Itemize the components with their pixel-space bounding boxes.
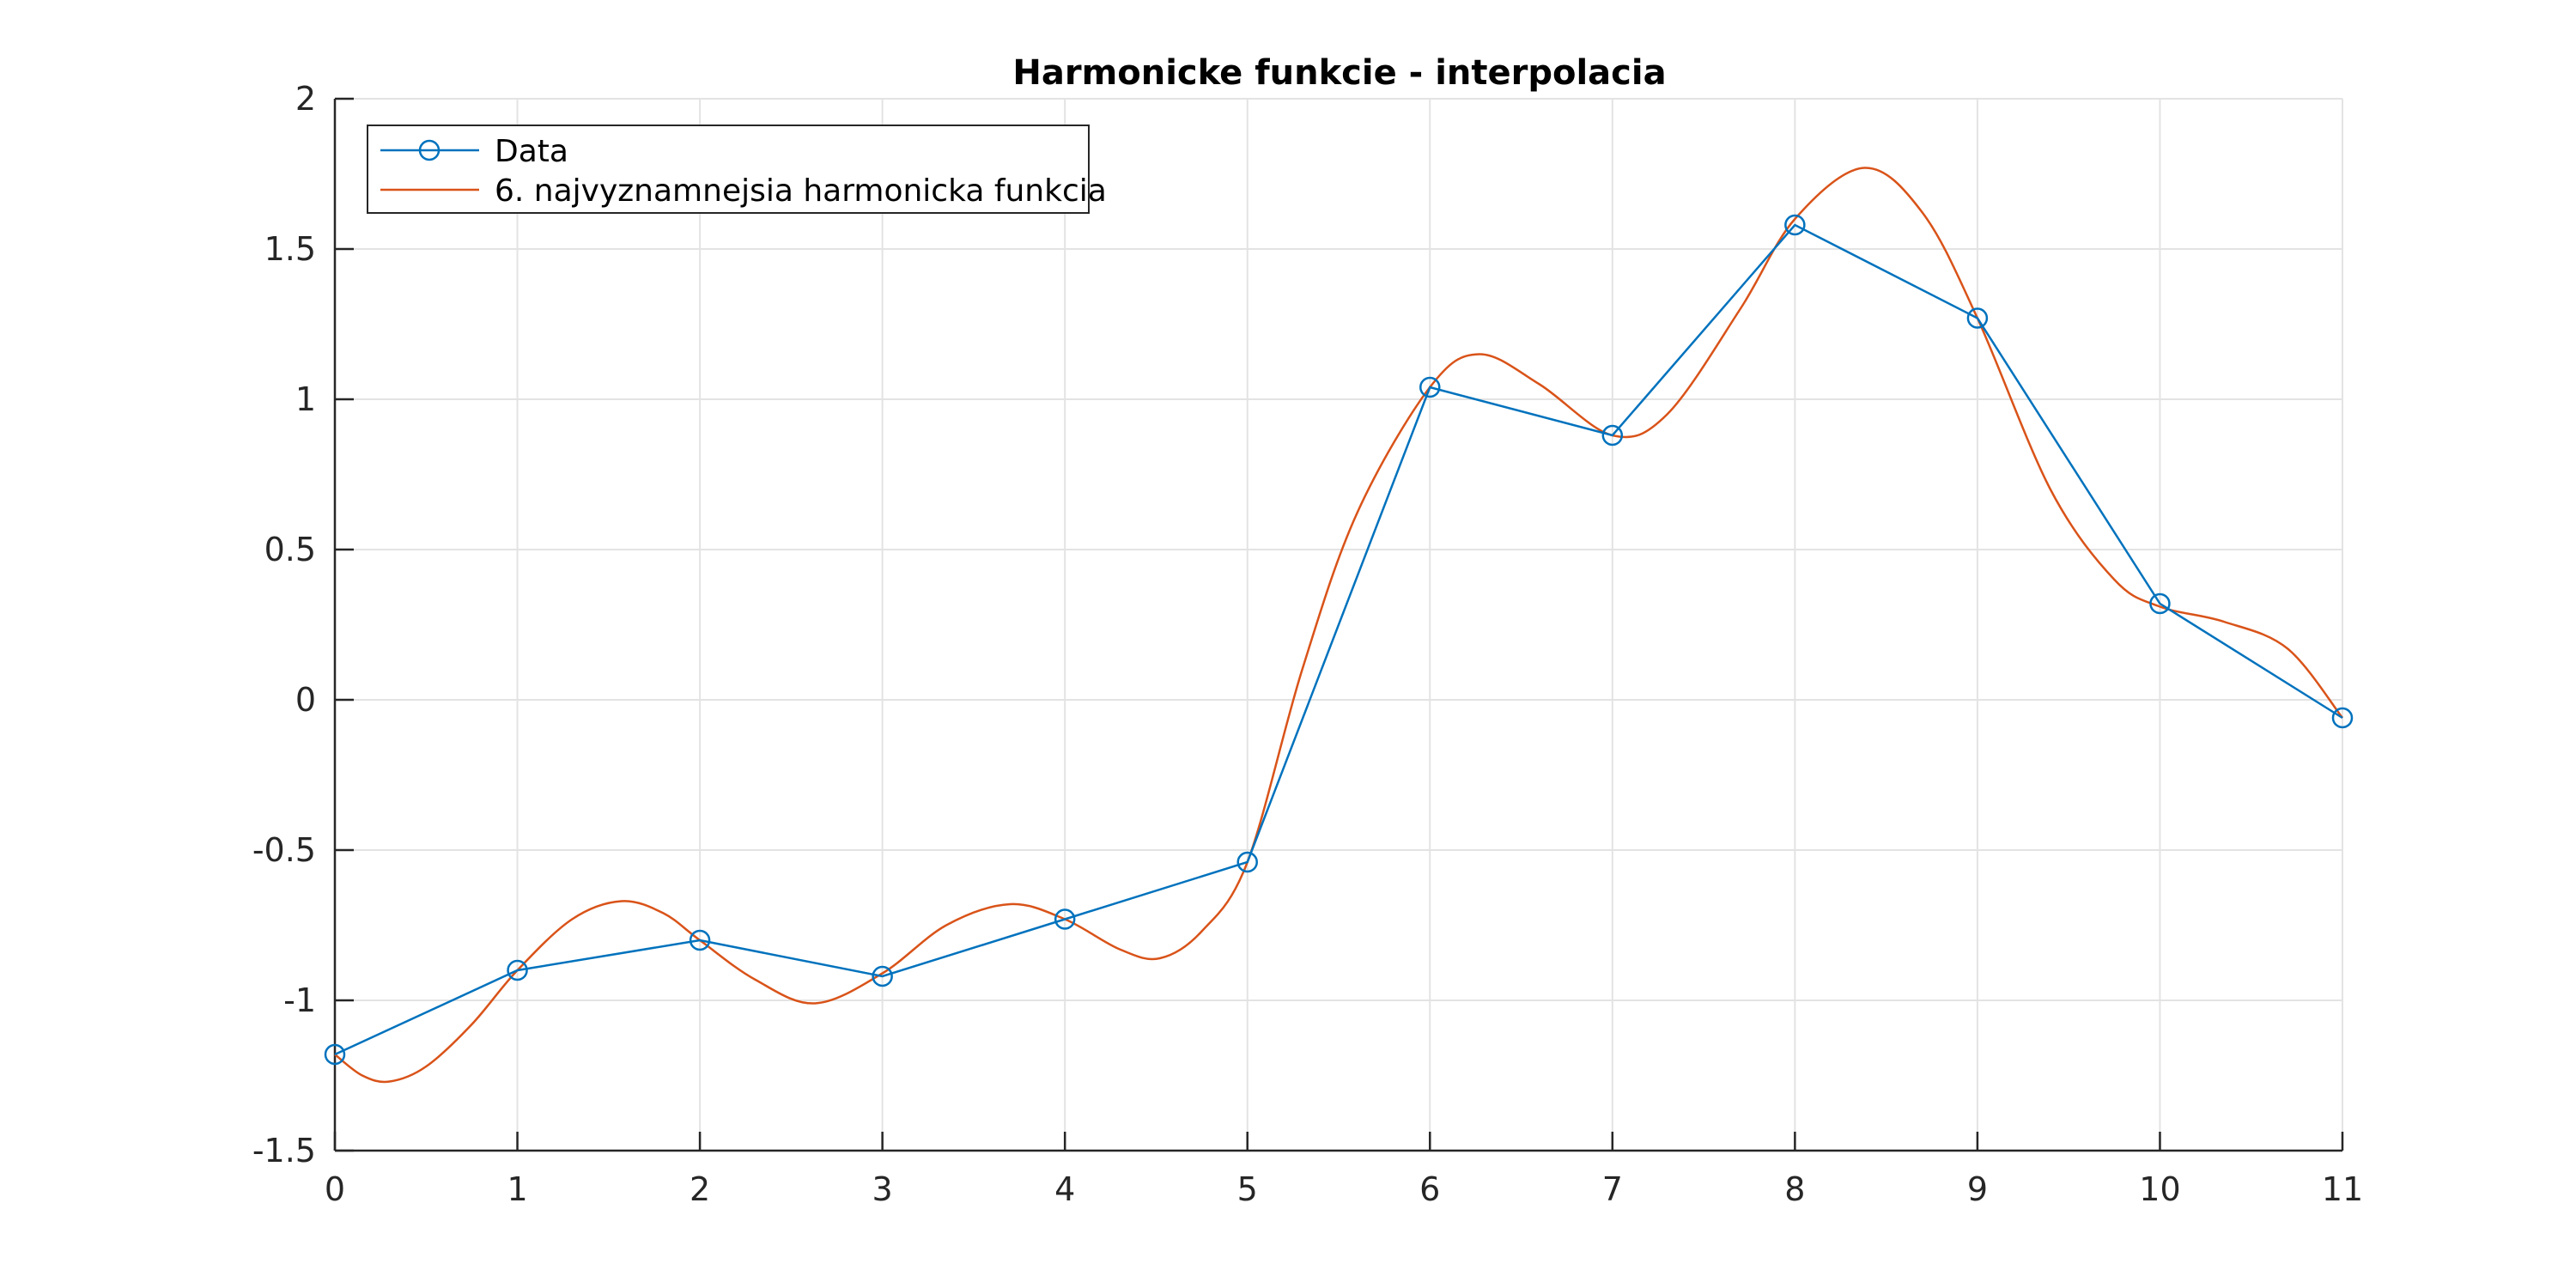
y-tick-label: 0 xyxy=(295,681,316,719)
grid xyxy=(335,98,2343,1151)
data-point xyxy=(1601,424,1624,447)
data-point xyxy=(1236,851,1258,873)
x-tick-label: 10 xyxy=(2139,1170,2180,1208)
x-tick-label: 7 xyxy=(1602,1170,1623,1208)
legend-box xyxy=(367,125,1090,214)
x-tick-label: 0 xyxy=(325,1170,345,1208)
data-point xyxy=(1419,376,1441,398)
axes: 0 1 2 3 4 5 6 7 8 9 10 11 -1.5 -1 -0.5 0 0.5 1 1.5 2 xyxy=(252,80,2363,1208)
data-point xyxy=(872,965,893,987)
y-tick-label: 2 xyxy=(295,80,316,118)
data-point xyxy=(1966,307,1989,329)
chart-title: Harmonicke funkcie - interpolacia xyxy=(1012,53,1666,93)
data-point xyxy=(507,959,528,981)
x-tick-label: 1 xyxy=(507,1170,527,1208)
x-tick-label: 3 xyxy=(872,1170,893,1208)
y-tick-label: 0.5 xyxy=(264,531,316,568)
data-point xyxy=(2331,707,2354,729)
x-tick-label: 9 xyxy=(1967,1170,1988,1208)
x-tick-label: 5 xyxy=(1237,1170,1258,1208)
legend: Data 6. najvyznamnejsia harmonicka funkci… xyxy=(367,125,1107,214)
x-tick-label: 2 xyxy=(690,1170,710,1208)
legend-label: Data xyxy=(495,134,568,169)
data-point xyxy=(689,929,711,951)
x-tick-label: 11 xyxy=(2322,1170,2363,1208)
data-point xyxy=(1784,214,1806,236)
y-tick-label: -1 xyxy=(283,981,316,1019)
x-tick-label: 6 xyxy=(1419,1170,1440,1208)
x-tick-label: 4 xyxy=(1054,1170,1075,1208)
y-tick-label: -0.5 xyxy=(252,831,316,869)
data-point xyxy=(324,1043,346,1066)
y-tick-label: 1 xyxy=(295,380,316,418)
legend-label: 6. najvyznamnejsia harmonicka funkcia xyxy=(495,173,1107,209)
legend-swatch-marker xyxy=(418,139,440,161)
data-line xyxy=(334,223,2343,1056)
y-tick-label: -1.5 xyxy=(252,1132,316,1170)
x-tick-label: 8 xyxy=(1784,1170,1805,1208)
data-point xyxy=(1054,908,1076,930)
plot-area xyxy=(324,167,2354,1084)
harmonic-fit-line xyxy=(334,167,2343,1084)
y-tick-label: 1.5 xyxy=(264,230,316,268)
data-point xyxy=(2149,592,2171,615)
